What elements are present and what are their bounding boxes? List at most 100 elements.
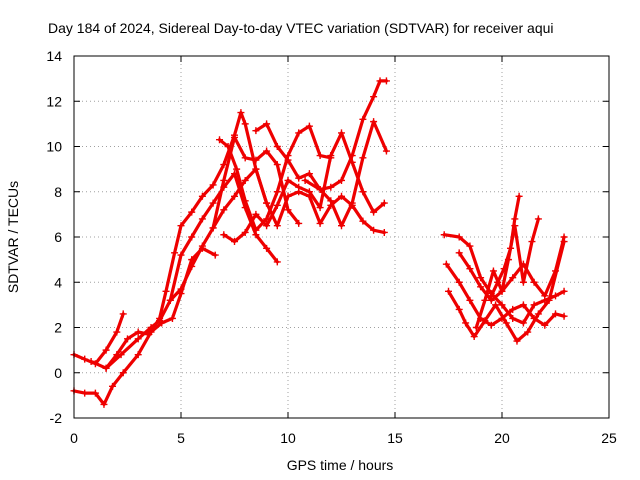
data-point-marker: [109, 382, 117, 390]
data-point-marker: [273, 143, 281, 150]
data-point-marker: [370, 226, 378, 234]
data-point-marker: [552, 292, 559, 300]
series-trace: [222, 131, 386, 244]
series-arc-11: [440, 231, 568, 327]
data-point-marker: [166, 296, 174, 304]
data-point-marker: [316, 204, 324, 212]
data-point-marker: [509, 314, 517, 322]
data-point-marker: [237, 109, 245, 117]
data-point-marker: [134, 351, 142, 359]
data-point-marker: [198, 215, 206, 223]
data-point-marker: [316, 152, 324, 160]
data-point-marker: [519, 278, 527, 286]
data-point-marker: [528, 238, 536, 246]
data-point-marker: [81, 389, 89, 397]
data-point-marker: [440, 231, 448, 239]
data-point-marker: [316, 219, 324, 227]
x-tick-label: 10: [280, 430, 296, 446]
data-series: [70, 77, 568, 408]
data-point-marker: [113, 328, 121, 336]
data-point-marker: [241, 176, 249, 184]
data-point-marker: [489, 267, 497, 275]
y-tick-label: 0: [54, 365, 62, 381]
data-point-marker: [380, 228, 388, 236]
data-point-marker: [541, 321, 549, 329]
data-point-marker: [477, 274, 485, 282]
y-tick-label: 4: [54, 274, 62, 290]
data-point-marker: [273, 201, 281, 209]
data-point-marker: [519, 319, 527, 327]
chart-title: Day 184 of 2024, Sidereal Day-to-day VTE…: [48, 20, 554, 36]
data-point-marker: [338, 129, 345, 137]
series-trace: [489, 194, 521, 298]
data-point-marker: [541, 292, 549, 300]
data-point-marker: [252, 226, 260, 234]
data-point-marker: [188, 233, 196, 241]
data-point-marker: [216, 136, 224, 144]
data-point-marker: [241, 154, 249, 162]
data-point-marker: [87, 357, 95, 365]
data-point-marker: [263, 222, 271, 230]
data-point-marker: [162, 287, 170, 295]
x-tick-label: 0: [70, 430, 78, 446]
data-point-marker: [220, 206, 228, 214]
y-tick-label: -2: [50, 410, 63, 426]
data-point-marker: [168, 314, 176, 322]
data-point-marker: [348, 199, 356, 207]
data-point-marker: [519, 301, 527, 309]
data-point-marker: [481, 317, 489, 325]
data-point-marker: [305, 122, 313, 130]
series-trace: [446, 239, 566, 343]
data-point-marker: [359, 217, 367, 225]
data-point-marker: [552, 267, 559, 275]
x-tick-label: 20: [494, 430, 510, 446]
data-point-marker: [327, 197, 335, 205]
y-tick-label: 6: [54, 229, 62, 245]
data-point-marker: [509, 305, 517, 313]
data-point-marker: [119, 310, 127, 318]
series-arc-6: [209, 165, 388, 236]
data-point-marker: [359, 188, 367, 196]
data-point-marker: [263, 215, 271, 223]
data-point-marker: [233, 165, 241, 173]
y-tick-label: 14: [46, 48, 62, 64]
data-point-marker: [507, 244, 515, 252]
data-point-marker: [534, 310, 542, 318]
series-arc-4: [102, 109, 271, 372]
series-arc-2: [70, 244, 219, 408]
data-point-marker: [284, 156, 292, 164]
data-point-marker: [545, 296, 553, 304]
data-point-marker: [124, 335, 131, 343]
x-tick-label: 5: [177, 430, 185, 446]
data-point-marker: [284, 206, 292, 214]
data-point-marker: [305, 188, 313, 196]
data-point-marker: [487, 321, 495, 329]
data-point-marker: [252, 127, 260, 135]
data-point-marker: [295, 219, 303, 227]
data-point-marker: [211, 251, 219, 259]
data-point-marker: [301, 176, 309, 184]
data-point-marker: [370, 118, 378, 126]
data-point-marker: [284, 192, 292, 200]
axes: 0 5 10 15 20 25 -2 0 2 4 6 8 10 12 14: [46, 48, 617, 446]
data-point-marker: [338, 176, 345, 184]
data-point-marker: [487, 292, 495, 300]
series-arc-16: [487, 192, 523, 300]
data-point-marker: [113, 351, 121, 359]
series-trace: [72, 246, 217, 406]
y-axis-label: SDTVAR / TECUs: [5, 181, 21, 293]
data-point-marker: [273, 161, 281, 169]
x-tick-label: 25: [601, 430, 617, 446]
data-point-marker: [359, 154, 367, 162]
data-point-marker: [241, 197, 249, 205]
data-point-marker: [327, 183, 335, 191]
data-point-marker: [252, 210, 260, 218]
data-point-marker: [273, 188, 281, 196]
data-point-marker: [241, 228, 249, 236]
data-point-marker: [102, 364, 110, 372]
data-point-marker: [209, 181, 217, 189]
y-tick-label: 8: [54, 184, 62, 200]
series-trace: [444, 262, 566, 327]
data-point-marker: [284, 176, 292, 184]
series-arc-13: [445, 238, 568, 345]
